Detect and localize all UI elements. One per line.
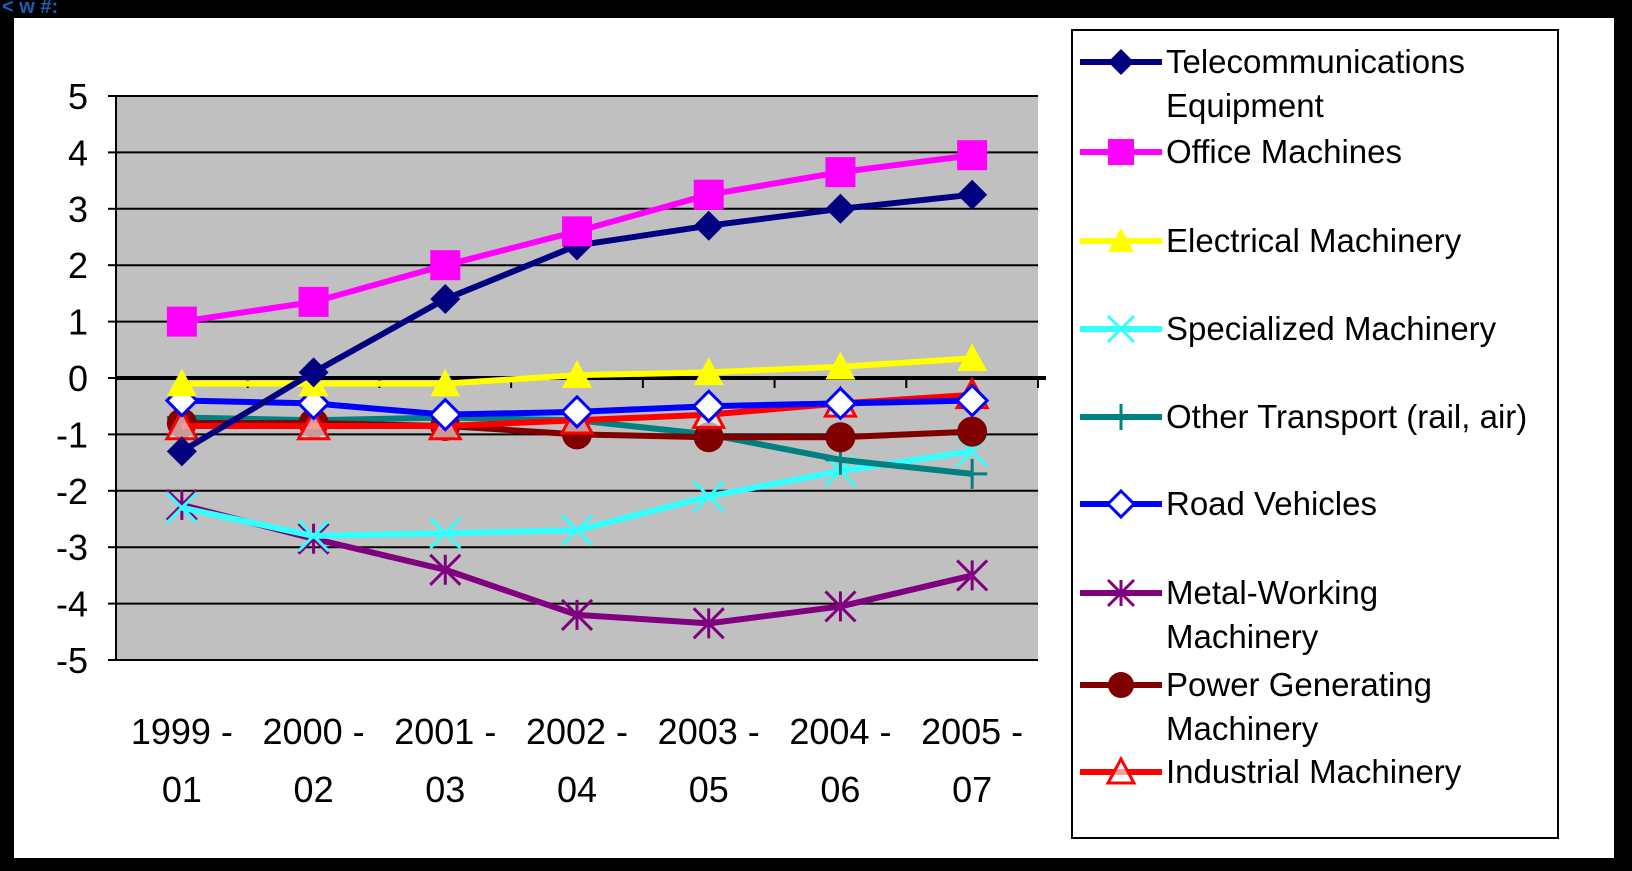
x-tick-label: 2002 -04 — [526, 711, 628, 810]
legend-label: Telecommunications Equipment — [1166, 43, 1465, 124]
series-marker — [693, 422, 724, 453]
series-marker — [824, 590, 857, 623]
legend-label: Office Machines — [1166, 133, 1402, 170]
series-marker — [957, 179, 988, 210]
legend-label: Industrial Machinery — [1166, 753, 1462, 790]
series-marker — [562, 360, 592, 388]
header-fragment: < w #: — [2, 0, 59, 18]
series-marker — [957, 416, 988, 447]
series-marker — [1105, 755, 1137, 785]
legend-label: Metal-Working Machinery — [1166, 574, 1378, 655]
series-marker — [956, 559, 989, 592]
y-tick-label: -3 — [56, 527, 88, 568]
y-tick-label: -1 — [56, 414, 88, 455]
series-marker — [166, 368, 197, 397]
series-marker — [825, 351, 856, 380]
series-marker — [693, 210, 724, 241]
series-marker — [430, 250, 461, 281]
y-tick-label: -5 — [56, 640, 88, 681]
legend-label: Other Transport (rail, air) — [1166, 398, 1527, 435]
series-marker — [692, 480, 725, 513]
series-marker — [1108, 672, 1134, 698]
series-marker — [957, 343, 988, 372]
legend-label: Specialized Machinery — [1166, 310, 1497, 347]
series-marker — [298, 357, 329, 388]
series-marker — [166, 436, 197, 467]
series-marker — [1108, 139, 1134, 165]
series-marker — [428, 397, 463, 432]
series-marker — [429, 553, 462, 586]
x-tick-label: 2003 -05 — [658, 711, 760, 810]
series-marker — [1108, 49, 1134, 75]
series-marker — [1108, 228, 1134, 253]
series-marker — [693, 179, 724, 210]
legend-box — [1071, 29, 1559, 839]
y-tick-label: 0 — [68, 358, 88, 399]
legend-label: Electrical Machinery — [1166, 222, 1462, 259]
series-marker — [297, 519, 330, 552]
x-tick-label: 1999 -01 — [131, 711, 233, 810]
series-marker — [298, 286, 329, 317]
series-marker — [825, 422, 856, 453]
series-marker — [1106, 314, 1136, 344]
y-tick-label: -2 — [56, 471, 88, 512]
series-marker — [957, 458, 988, 489]
series-marker — [825, 157, 856, 188]
y-tick-label: 2 — [68, 245, 88, 286]
series-marker — [430, 368, 461, 397]
series-marker — [559, 394, 595, 429]
series-marker — [957, 140, 988, 171]
x-tick-label: 2005 -07 — [921, 711, 1023, 810]
y-tick-label: 1 — [68, 302, 88, 343]
series-marker — [166, 306, 197, 337]
y-tick-label: 3 — [68, 189, 88, 230]
series-marker — [430, 284, 461, 315]
series-marker — [1108, 404, 1134, 430]
legend-label: Power Generating Machinery — [1166, 666, 1432, 747]
y-tick-label: 5 — [68, 76, 88, 117]
series-marker — [691, 389, 726, 424]
chart-frame: 5 4 3 2 1 0 -1 -2 -3 -4 -5 1999 -01 2000 -02 2001 -03… — [14, 18, 1614, 858]
series-marker — [1105, 488, 1137, 520]
legend-label: Road Vehicles — [1166, 485, 1377, 522]
y-tick-label: 4 — [68, 132, 88, 173]
series-marker — [562, 216, 592, 247]
series-marker — [296, 407, 332, 441]
series-marker — [165, 491, 198, 524]
series-marker — [693, 357, 724, 386]
series-marker — [823, 386, 858, 421]
series-marker — [825, 193, 856, 224]
y-tick-label: -4 — [56, 584, 88, 625]
series-marker — [429, 517, 462, 550]
x-tick-label: 2001 -03 — [394, 711, 496, 810]
series-marker — [560, 598, 594, 631]
x-tick-label: 2004 -06 — [789, 711, 891, 810]
series-marker — [165, 488, 198, 521]
series-marker — [955, 383, 990, 418]
series-marker — [1106, 578, 1136, 608]
series-marker — [560, 514, 594, 547]
x-tick-label: 2000 -02 — [263, 711, 365, 810]
line-chart: 5 4 3 2 1 0 -1 -2 -3 -4 -5 1999 -01 2000 -02 2001 -03… — [56, 29, 1559, 839]
series-marker — [692, 607, 725, 640]
